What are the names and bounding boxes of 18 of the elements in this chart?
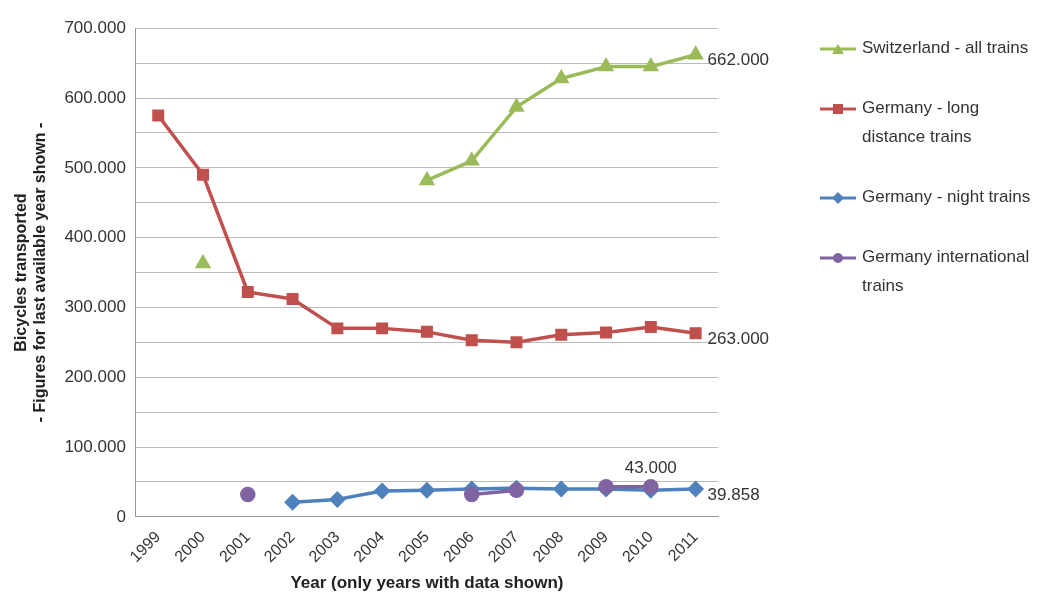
y-axis-title: Bicycles transported - Figures for last available year shown - [12,122,49,423]
x-axis-title: Year (only years with data shown) [290,573,564,593]
y-tick-label: 100.000 [64,436,126,456]
y-tick-label: 300.000 [64,297,126,317]
data-label: 43.000 [624,458,677,478]
legend-label: Switzerland - all trains [862,37,1029,59]
y-tick-label: 600.000 [64,87,126,107]
legend-label: Germany - night trains [862,186,1031,208]
data-label: 662.000 [707,50,770,70]
y-tick-label: 500.000 [64,157,126,177]
y-tick-label: 0 [116,506,126,526]
y-tick-label: 400.000 [64,227,126,247]
y-tick-label: 700.000 [64,17,126,37]
data-label: 39.858 [707,484,760,504]
legend-label: Germany international trains [862,246,1031,297]
data-label: 263.000 [707,328,770,348]
legend-label: Germany - long distance trains [862,97,981,148]
y-tick-label: 200.000 [64,366,126,386]
